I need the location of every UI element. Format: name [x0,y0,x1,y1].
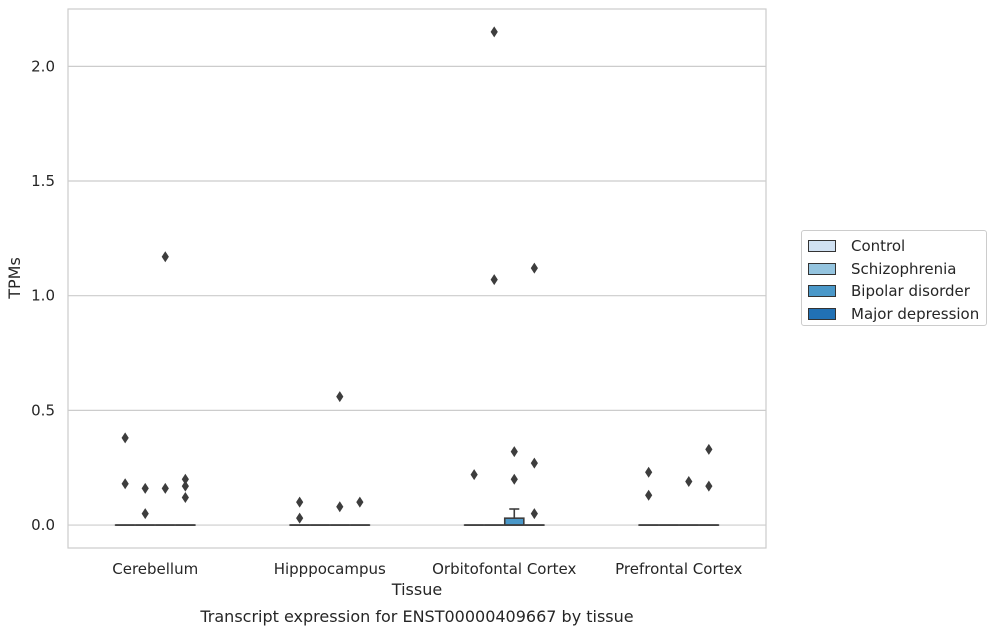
outlier-point [685,475,693,487]
chart-title: Transcript expression for ENST0000040966… [199,607,633,626]
outlier-point [161,482,169,494]
x-tick-label: Cerebellum [112,560,198,578]
grid-lines [68,65,766,526]
outlier-point [181,492,189,504]
outlier-point [296,512,304,524]
outlier-point [510,473,518,485]
outlier-point [121,478,129,490]
outlier-point [530,457,538,469]
outlier-point [705,480,713,492]
legend-label: Control [851,237,906,256]
legend-swatch-control [808,240,836,253]
outlier-point [161,251,169,263]
legend-label: Major depression [851,304,980,323]
outlier-point [336,501,344,513]
y-tick-label: 0.0 [31,516,55,534]
outlier-point [530,508,538,520]
legend: Control Schizophrenia Bipolar disorder M… [801,230,987,326]
outlier-point [645,489,653,501]
x-tick-label: Orbitofontal Cortex [432,560,576,578]
legend-item-schizophrenia: Schizophrenia [808,258,980,281]
x-axis-title: Tissue [391,580,442,599]
y-tick-labels: 0.0 0.5 1.0 1.5 2.0 [31,57,55,534]
x-tick-label: Hipppocampus [274,560,386,578]
boxes-layer [114,508,720,526]
outlier-point [356,496,364,508]
y-tick-label: 1.5 [31,172,55,190]
outlier-point [645,466,653,478]
legend-item-major-depression: Major depression [808,303,980,326]
x-tick-label: Prefrontal Cortex [615,560,742,578]
outlier-point [490,26,498,38]
legend-swatch-bipolar-disorder [808,285,836,298]
legend-label: Bipolar disorder [851,282,970,301]
plot-area-frame [67,8,767,549]
outlier-point [530,262,538,274]
legend-item-control: Control [808,235,980,258]
legend-item-bipolar-disorder: Bipolar disorder [808,280,980,303]
outlier-point [121,432,129,444]
outlier-point [705,443,713,455]
outlier-point [141,508,149,520]
outlier-point [296,496,304,508]
y-tick-label: 2.0 [31,57,55,75]
outlier-point [181,473,189,485]
outlier-point [470,469,478,481]
legend-swatch-major-depression [808,307,836,320]
outlier-point [141,482,149,494]
y-tick-label: 1.0 [31,287,55,305]
outlier-point [510,446,518,458]
y-tick-label: 0.5 [31,401,55,419]
outliers-layer [121,26,713,524]
outlier-point [490,274,498,286]
legend-swatch-schizophrenia [808,262,836,275]
outlier-point [336,391,344,403]
legend-label: Schizophrenia [851,259,957,278]
outlier-point [181,480,189,492]
box-bipolar-disorder [503,517,525,526]
x-tick-labels: Cerebellum Hipppocampus Orbitofontal Corte… [112,560,742,578]
y-axis-title: TPMs [5,257,24,300]
